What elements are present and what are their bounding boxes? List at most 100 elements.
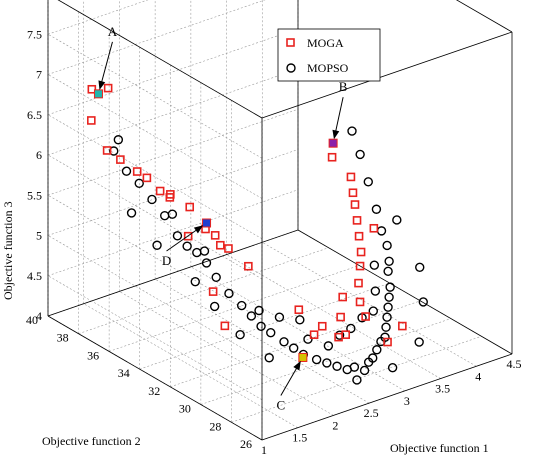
moga-point [210,231,220,240]
mopso-point [209,301,220,312]
x-tick-label: 4.5 [507,357,522,371]
moga-point [336,312,345,322]
moga-point [356,247,366,257]
floor-grid-line [262,242,477,367]
mopso-point [311,354,322,365]
y-tick-label: 28 [209,419,221,433]
mopso-point [224,288,234,299]
annotation-arrowhead [193,225,204,234]
moga-point [208,287,218,296]
mopso-point [380,332,390,342]
back-wall-grid-line [47,189,299,277]
mopso-point [134,178,144,189]
mopso-point [121,166,132,176]
highlight-point-b [328,138,338,148]
mopso-point [279,337,289,347]
moga-point [354,278,363,288]
mopso-point [113,135,124,145]
mopso-point [363,177,373,187]
z-tick-label: 7 [36,68,42,82]
moga-point [369,223,379,233]
axes-box-edge [47,229,299,317]
mopso-point [347,126,357,136]
moga-point [355,261,365,271]
z-tick-label: 8 [36,0,42,1]
back-wall-grid-line [47,28,299,116]
y-tick-label: 38 [57,331,69,345]
mopso-point [274,312,285,322]
side-wall-grid-line [47,275,263,401]
side-wall-grid-line [47,235,263,360]
annotation-arrow [166,226,202,252]
mopso-point [384,256,394,266]
annotation-label-b: B [339,79,348,94]
legend-marker-mopso [286,63,296,73]
x-tick-label: 1 [261,443,267,457]
moga-point [244,261,253,271]
mopso-point [359,365,370,376]
x-tick-label: 3.5 [435,382,450,396]
mopso-point [382,240,392,251]
annotations: A B C D [93,24,348,412]
z-tick-label: 5.5 [27,188,42,202]
moga-point [87,84,97,94]
side-wall-grid-line [47,154,263,280]
legend: MOGA MOPSO [277,28,381,82]
z-tick-label: 4.5 [27,269,42,283]
axes-box-edge [261,31,513,119]
tick-labels: 11.522.533.544.5262830323436384044.555.5… [26,0,522,457]
mopso-point [355,149,365,160]
x-tick-label: 1.5 [292,431,307,445]
data-points [87,83,428,385]
back-wall-grid-line [47,0,149,35]
moga-point [132,167,142,176]
legend-label-moga: MOGA [307,36,344,50]
mopso-point [126,208,137,218]
moga-point [183,231,193,241]
z-tick-label: 4 [36,309,42,323]
floor-grid-line [119,291,334,416]
z-tick-label: 5 [36,229,42,243]
mopso-point [246,311,257,321]
side-wall-grid-line [47,114,263,240]
mopso-point [199,246,210,256]
moga-point [166,190,175,199]
mopso-point [182,241,192,251]
moga-point [309,330,319,339]
axes-box-edge [261,353,513,441]
moga-point [102,146,112,155]
mopso-point [368,306,378,316]
legend-label-mopso: MOPSO [307,61,349,75]
floor-grid-line [78,247,329,334]
axes-box-edge [455,0,513,33]
annotation-label-a: A [108,24,118,39]
moga-point [142,173,152,183]
side-wall-grid-line [47,33,263,159]
z-tick-label: 7.5 [27,27,42,41]
floor-grid-line [231,336,482,423]
z-tick-label: 6.5 [27,108,42,122]
mopso-point [147,194,157,205]
moga-point [341,330,351,339]
z-axis-label: Objective function 3 [1,201,15,300]
mopso-point [303,334,313,344]
mopso-point [236,300,247,311]
y-tick-label: 36 [87,348,99,362]
mopso-point [372,345,382,355]
x-tick-label: 2.5 [364,406,379,420]
mopso-point [172,231,183,241]
mopso-point [167,209,178,219]
x-tick-label: 3 [404,394,410,408]
moga-point [346,172,356,182]
annotation-arrow [99,41,113,88]
moga-point [383,337,392,347]
moga-point [338,292,347,302]
legend-marker-moga [286,38,295,47]
annotation-arrow [334,97,344,137]
side-wall-grid-line [47,74,263,199]
mopso-point [160,210,170,221]
y-tick-label: 26 [240,437,252,451]
z-tick-label: 6 [36,148,42,162]
mopso-point [385,282,395,292]
moga-point [87,116,96,125]
